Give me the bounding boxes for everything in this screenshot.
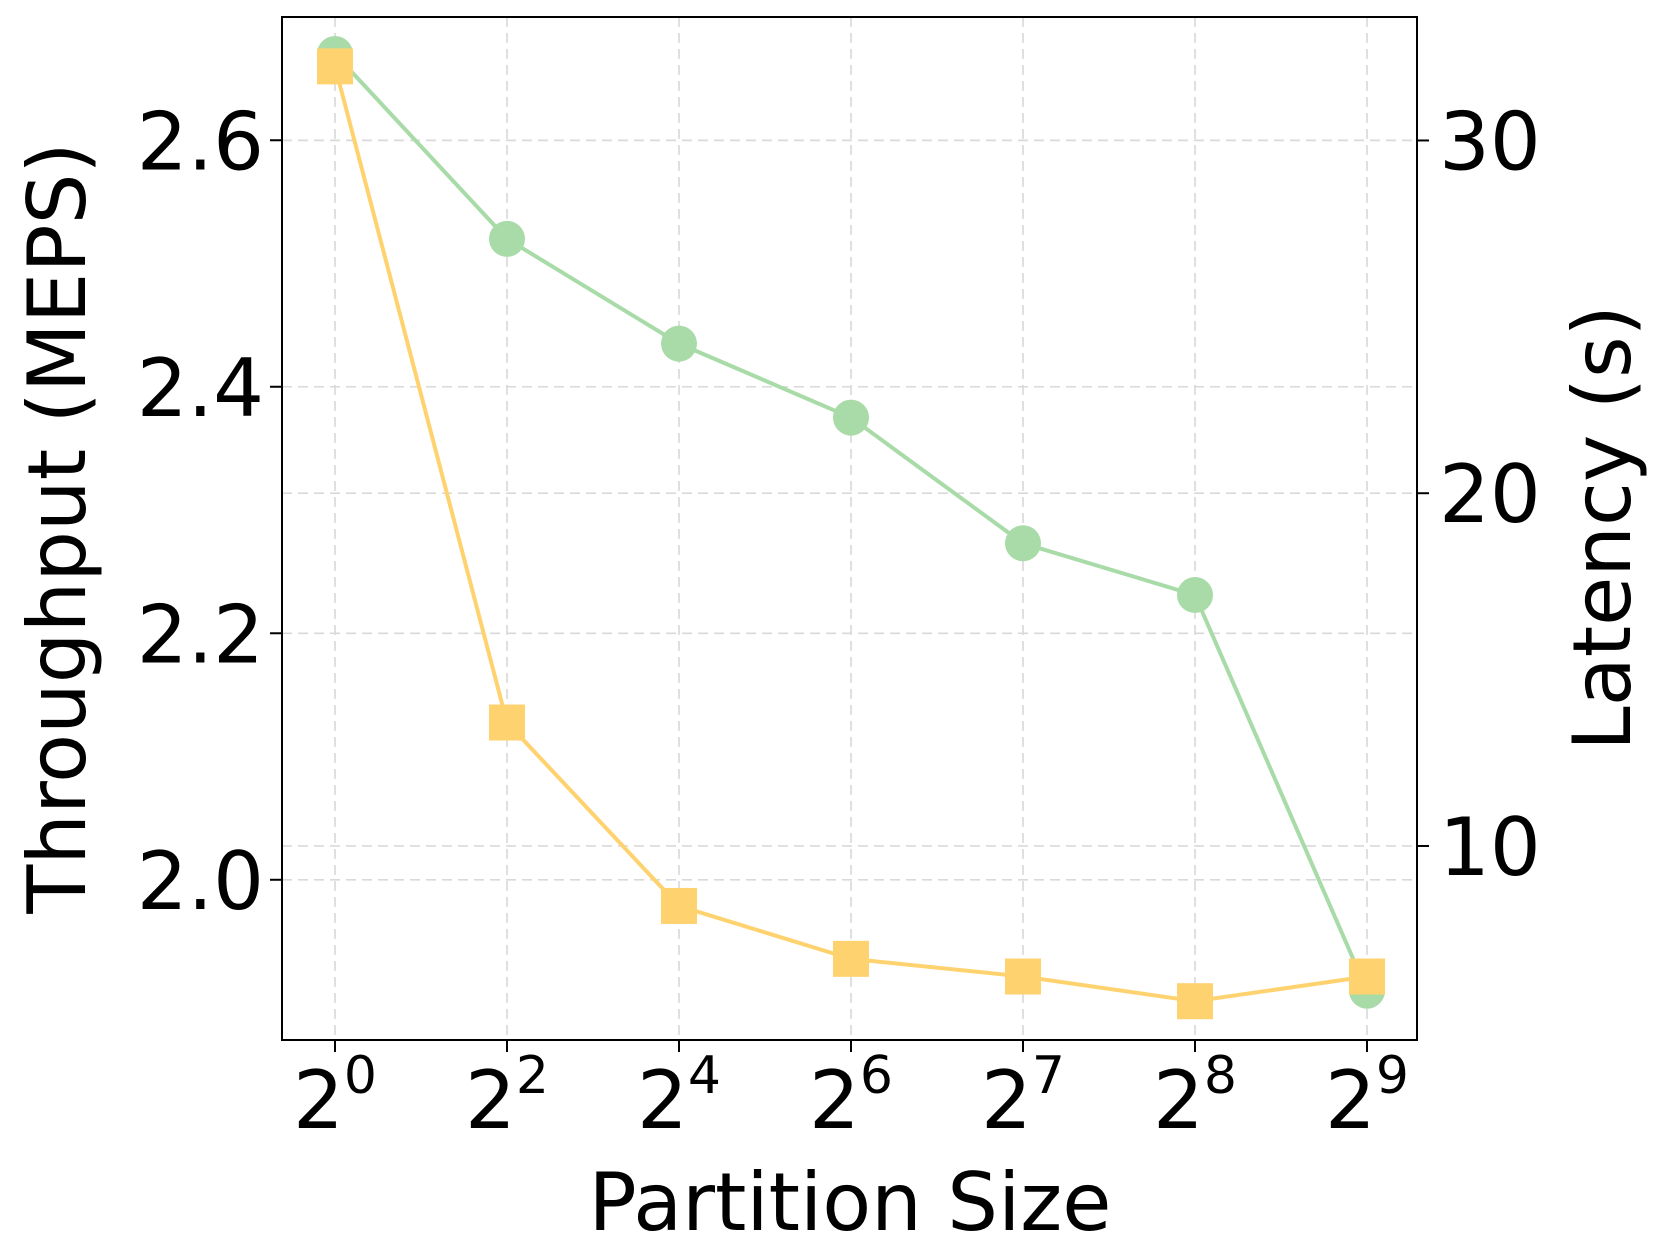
right-y-tick-label: 30 [1439,95,1541,188]
x-tick-label: 29 [1325,1046,1409,1147]
x-tick-label: 26 [809,1046,893,1147]
x-tick-base: 2 [465,1054,516,1147]
x-tick-label: 27 [981,1046,1065,1147]
x-tick-label: 28 [1153,1046,1237,1147]
left-y-tick-label: 2.6 [137,95,264,188]
x-tick-exponent: 0 [344,1046,377,1106]
x-tick-base: 2 [1325,1054,1376,1147]
data-point-throughput [1005,525,1041,562]
right-axis-label: Latency (s) [1556,305,1649,751]
data-point-latency [489,704,525,741]
right-y-tick-label: 20 [1439,448,1541,541]
series-markers [317,35,1385,1020]
data-point-throughput [833,399,869,436]
x-tick-label: 24 [637,1046,721,1147]
x-tick-base: 2 [981,1054,1032,1147]
grid-layer [282,17,1417,1040]
x-tick-exponent: 6 [860,1046,893,1106]
x-axis-ticks: 20 22 24 26 27 28 29 [293,1040,1409,1147]
data-point-throughput [1177,577,1213,614]
right-axis-ticks: 10 20 30 [1417,95,1541,894]
data-point-latency [833,940,869,977]
data-point-latency [1349,958,1385,995]
x-tick-exponent: 7 [1032,1046,1065,1106]
x-tick-exponent: 8 [1204,1046,1237,1106]
x-tick-label: 20 [293,1046,377,1147]
left-y-tick-label: 2.0 [137,835,264,928]
left-y-tick-label: 2.2 [137,588,264,681]
x-tick-exponent: 4 [688,1046,721,1106]
x-tick-label: 22 [465,1046,549,1147]
plot-frame [281,16,1418,1041]
x-axis-label: Partition Size [588,1156,1111,1249]
data-point-latency [1005,958,1041,995]
data-point-throughput [661,325,697,362]
data-point-throughput [489,220,525,257]
data-point-latency [317,48,353,85]
left-axis-ticks: 2.0 2.2 2.4 2.6 [137,95,282,928]
x-tick-base: 2 [1153,1054,1204,1147]
x-tick-base: 2 [637,1054,688,1147]
right-y-tick-label: 10 [1439,801,1541,894]
x-tick-exponent: 9 [1376,1046,1409,1106]
data-point-latency [1177,983,1213,1020]
data-point-latency [661,887,697,924]
x-tick-exponent: 2 [516,1046,549,1106]
x-tick-base: 2 [293,1054,344,1147]
x-tick-base: 2 [809,1054,860,1147]
left-axis-label: Throughput (MEPS) [11,142,104,914]
left-y-tick-label: 2.4 [137,342,264,435]
